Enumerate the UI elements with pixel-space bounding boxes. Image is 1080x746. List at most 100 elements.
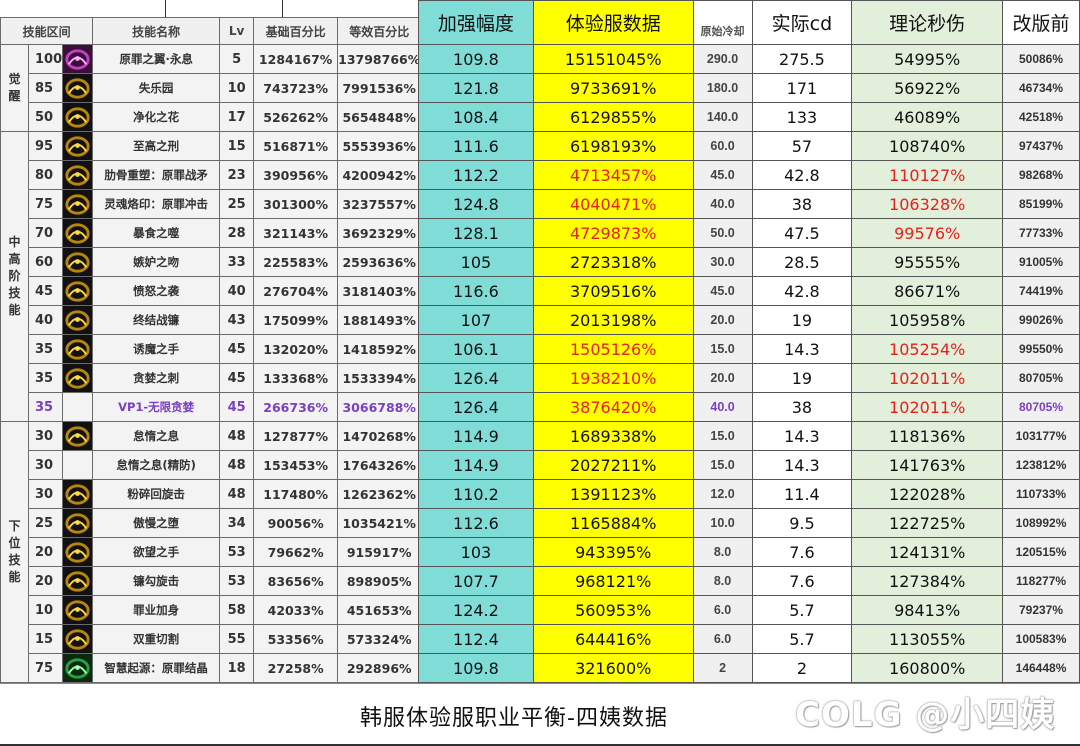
balance-row: 112.6 1165884% 10.0 9.5 122725% 108992% [418, 508, 1080, 538]
original-cooldown: 10.0 [692, 508, 753, 538]
skill-lv: 48 [219, 421, 255, 451]
equiv-percent: 1881493% [337, 305, 422, 335]
golden-paradise-icon [62, 73, 94, 103]
test-server-value: 3709516% [532, 276, 694, 306]
boost-value: 112.4 [418, 624, 534, 654]
header-skill-range: 技能区间 [0, 17, 94, 45]
equiv-percent: 1418592% [337, 334, 422, 364]
test-server-value: 321600% [532, 653, 694, 683]
skill-level-range: 30 [27, 479, 64, 509]
skill-lv: 17 [219, 102, 255, 132]
original-cooldown: 8.0 [692, 566, 753, 596]
skill-lv: 45 [219, 363, 255, 393]
boost-value: 105 [418, 247, 534, 277]
theoretical-dps: 141763% [851, 450, 1004, 480]
test-server-value: 15151045% [532, 44, 694, 74]
base-percent: 526262% [253, 102, 339, 132]
skill-row: 75 灵魂烙印：原罪冲击 25 301300% 3237557% [1, 189, 422, 219]
test-server-value: 3876420% [532, 392, 694, 422]
original-cooldown: 45.0 [692, 160, 753, 190]
before-patch-value: 110733% [1002, 479, 1080, 509]
sin-armor-icon [62, 595, 94, 625]
equiv-percent: 292896% [337, 653, 422, 683]
skill-level-range: 60 [27, 247, 64, 277]
skill-lv: 58 [219, 595, 255, 625]
base-percent: 301300% [253, 189, 339, 219]
wrath-icon [62, 276, 94, 306]
purple-wing-icon [62, 44, 94, 74]
actual-cd: 14.3 [751, 421, 853, 451]
original-cooldown: 8.0 [692, 537, 753, 567]
skill-group-label: 下位技能 [0, 421, 29, 683]
skill-name: 粉碎回旋击 [92, 479, 221, 509]
skill-lv: 18 [219, 653, 255, 683]
balance-row: 114.9 1689338% 15.0 14.3 118136% 103177% [418, 421, 1080, 451]
skill-name: 暴食之噬 [92, 218, 221, 248]
equiv-percent: 7991536% [337, 73, 422, 103]
actual-cd: 5.7 [751, 595, 853, 625]
actual-cd: 7.6 [751, 566, 853, 596]
original-cooldown: 30.0 [692, 247, 753, 277]
test-server-value: 4040471% [532, 189, 694, 219]
boost-value: 111.6 [418, 131, 534, 161]
base-percent: 83656% [253, 566, 339, 596]
balance-row: 126.4 1938210% 20.0 19 102011% 80705% [418, 363, 1080, 393]
balance-row: 107.7 968121% 8.0 7.6 127384% 118277% [418, 566, 1080, 596]
empty-icon-cell [62, 450, 94, 480]
skill-level-range: 85 [27, 73, 64, 103]
skill-info-table: 技能区间 技能名称 Lv 基础百分比 等效百分比 觉醒 100 原罪之翼·永息 5 12… [0, 17, 422, 683]
skill-lv: 53 [219, 566, 255, 596]
skill-level-range: 100 [27, 44, 64, 74]
test-server-value: 4729873% [532, 218, 694, 248]
test-server-value: 1165884% [532, 508, 694, 538]
before-patch-value: 123812% [1002, 450, 1080, 480]
balance-row: 103 943395% 8.0 7.6 124131% 120515% [418, 537, 1080, 567]
boost-value: 126.4 [418, 363, 534, 393]
base-percent: 132020% [253, 334, 339, 364]
cursor-line [282, 0, 283, 24]
skill-level-range: 95 [27, 131, 64, 161]
balance-row: 107 2013198% 20.0 19 105958% 99026% [418, 305, 1080, 335]
base-percent: 53356% [253, 624, 339, 654]
skill-level-range: 75 [27, 653, 64, 683]
theoretical-dps: 124131% [851, 537, 1004, 567]
right-header-row: 加强幅度 体验服数据 原始冷却 实际cd 理论秒伤 改版前 [418, 0, 1080, 45]
balance-row: 128.1 4729873% 50.0 47.5 99576% 77733% [418, 218, 1080, 248]
actual-cd: 275.5 [751, 44, 853, 74]
header-before-patch: 改版前 [1002, 0, 1080, 45]
skill-lv: 48 [219, 450, 255, 480]
colg-watermark: COLG @小四姨 [795, 695, 1056, 735]
skill-name: 欲望之手 [92, 537, 221, 567]
test-server-value: 2013198% [532, 305, 694, 335]
base-percent: 79662% [253, 537, 339, 567]
skill-lv: 45 [219, 392, 255, 422]
skill-row: 中高阶技能 95 至高之刑 15 516871% 5553936% [0, 131, 422, 422]
before-patch-value: 80705% [1002, 392, 1080, 422]
boost-value: 114.9 [418, 421, 534, 451]
header-equiv-percent: 等效百分比 [337, 17, 422, 45]
skill-name: 镰勾旋击 [92, 566, 221, 596]
balance-row: 109.8 15151045% 290.0 275.5 54995% 50086% [418, 44, 1080, 74]
theoretical-dps: 98413% [851, 595, 1004, 625]
base-percent: 321143% [253, 218, 339, 248]
skill-name: VP1-无限贪婪 [92, 392, 221, 422]
balance-row: 126.4 3876420% 40.0 38 102011% 80705% [418, 392, 1080, 422]
equiv-percent: 1035421% [337, 508, 422, 538]
balance-row: 116.6 3709516% 45.0 42.8 86671% 74419% [418, 276, 1080, 306]
desire-hand-icon [62, 537, 94, 567]
boost-value: 106.1 [418, 334, 534, 364]
footer: 韩服体验服职业平衡-四姨数据 COLG @小四姨 [0, 683, 1080, 746]
skill-lv: 55 [219, 624, 255, 654]
test-server-value: 943395% [532, 537, 694, 567]
skill-name: 原罪之翼·永息 [92, 44, 221, 74]
empty-icon-cell [62, 392, 94, 422]
skill-row: 20 镰勾旋击 53 83656% 898905% [1, 566, 422, 596]
actual-cd: 57 [751, 131, 853, 161]
original-cooldown: 15.0 [692, 450, 753, 480]
flame-flower-icon [62, 102, 94, 132]
base-percent: 276704% [253, 276, 339, 306]
star-burst-icon [62, 131, 94, 161]
equiv-percent: 13798766% [337, 44, 422, 74]
balance-row: 111.6 6198193% 60.0 57 108740% 97437% [418, 131, 1080, 161]
test-server-value: 968121% [532, 566, 694, 596]
